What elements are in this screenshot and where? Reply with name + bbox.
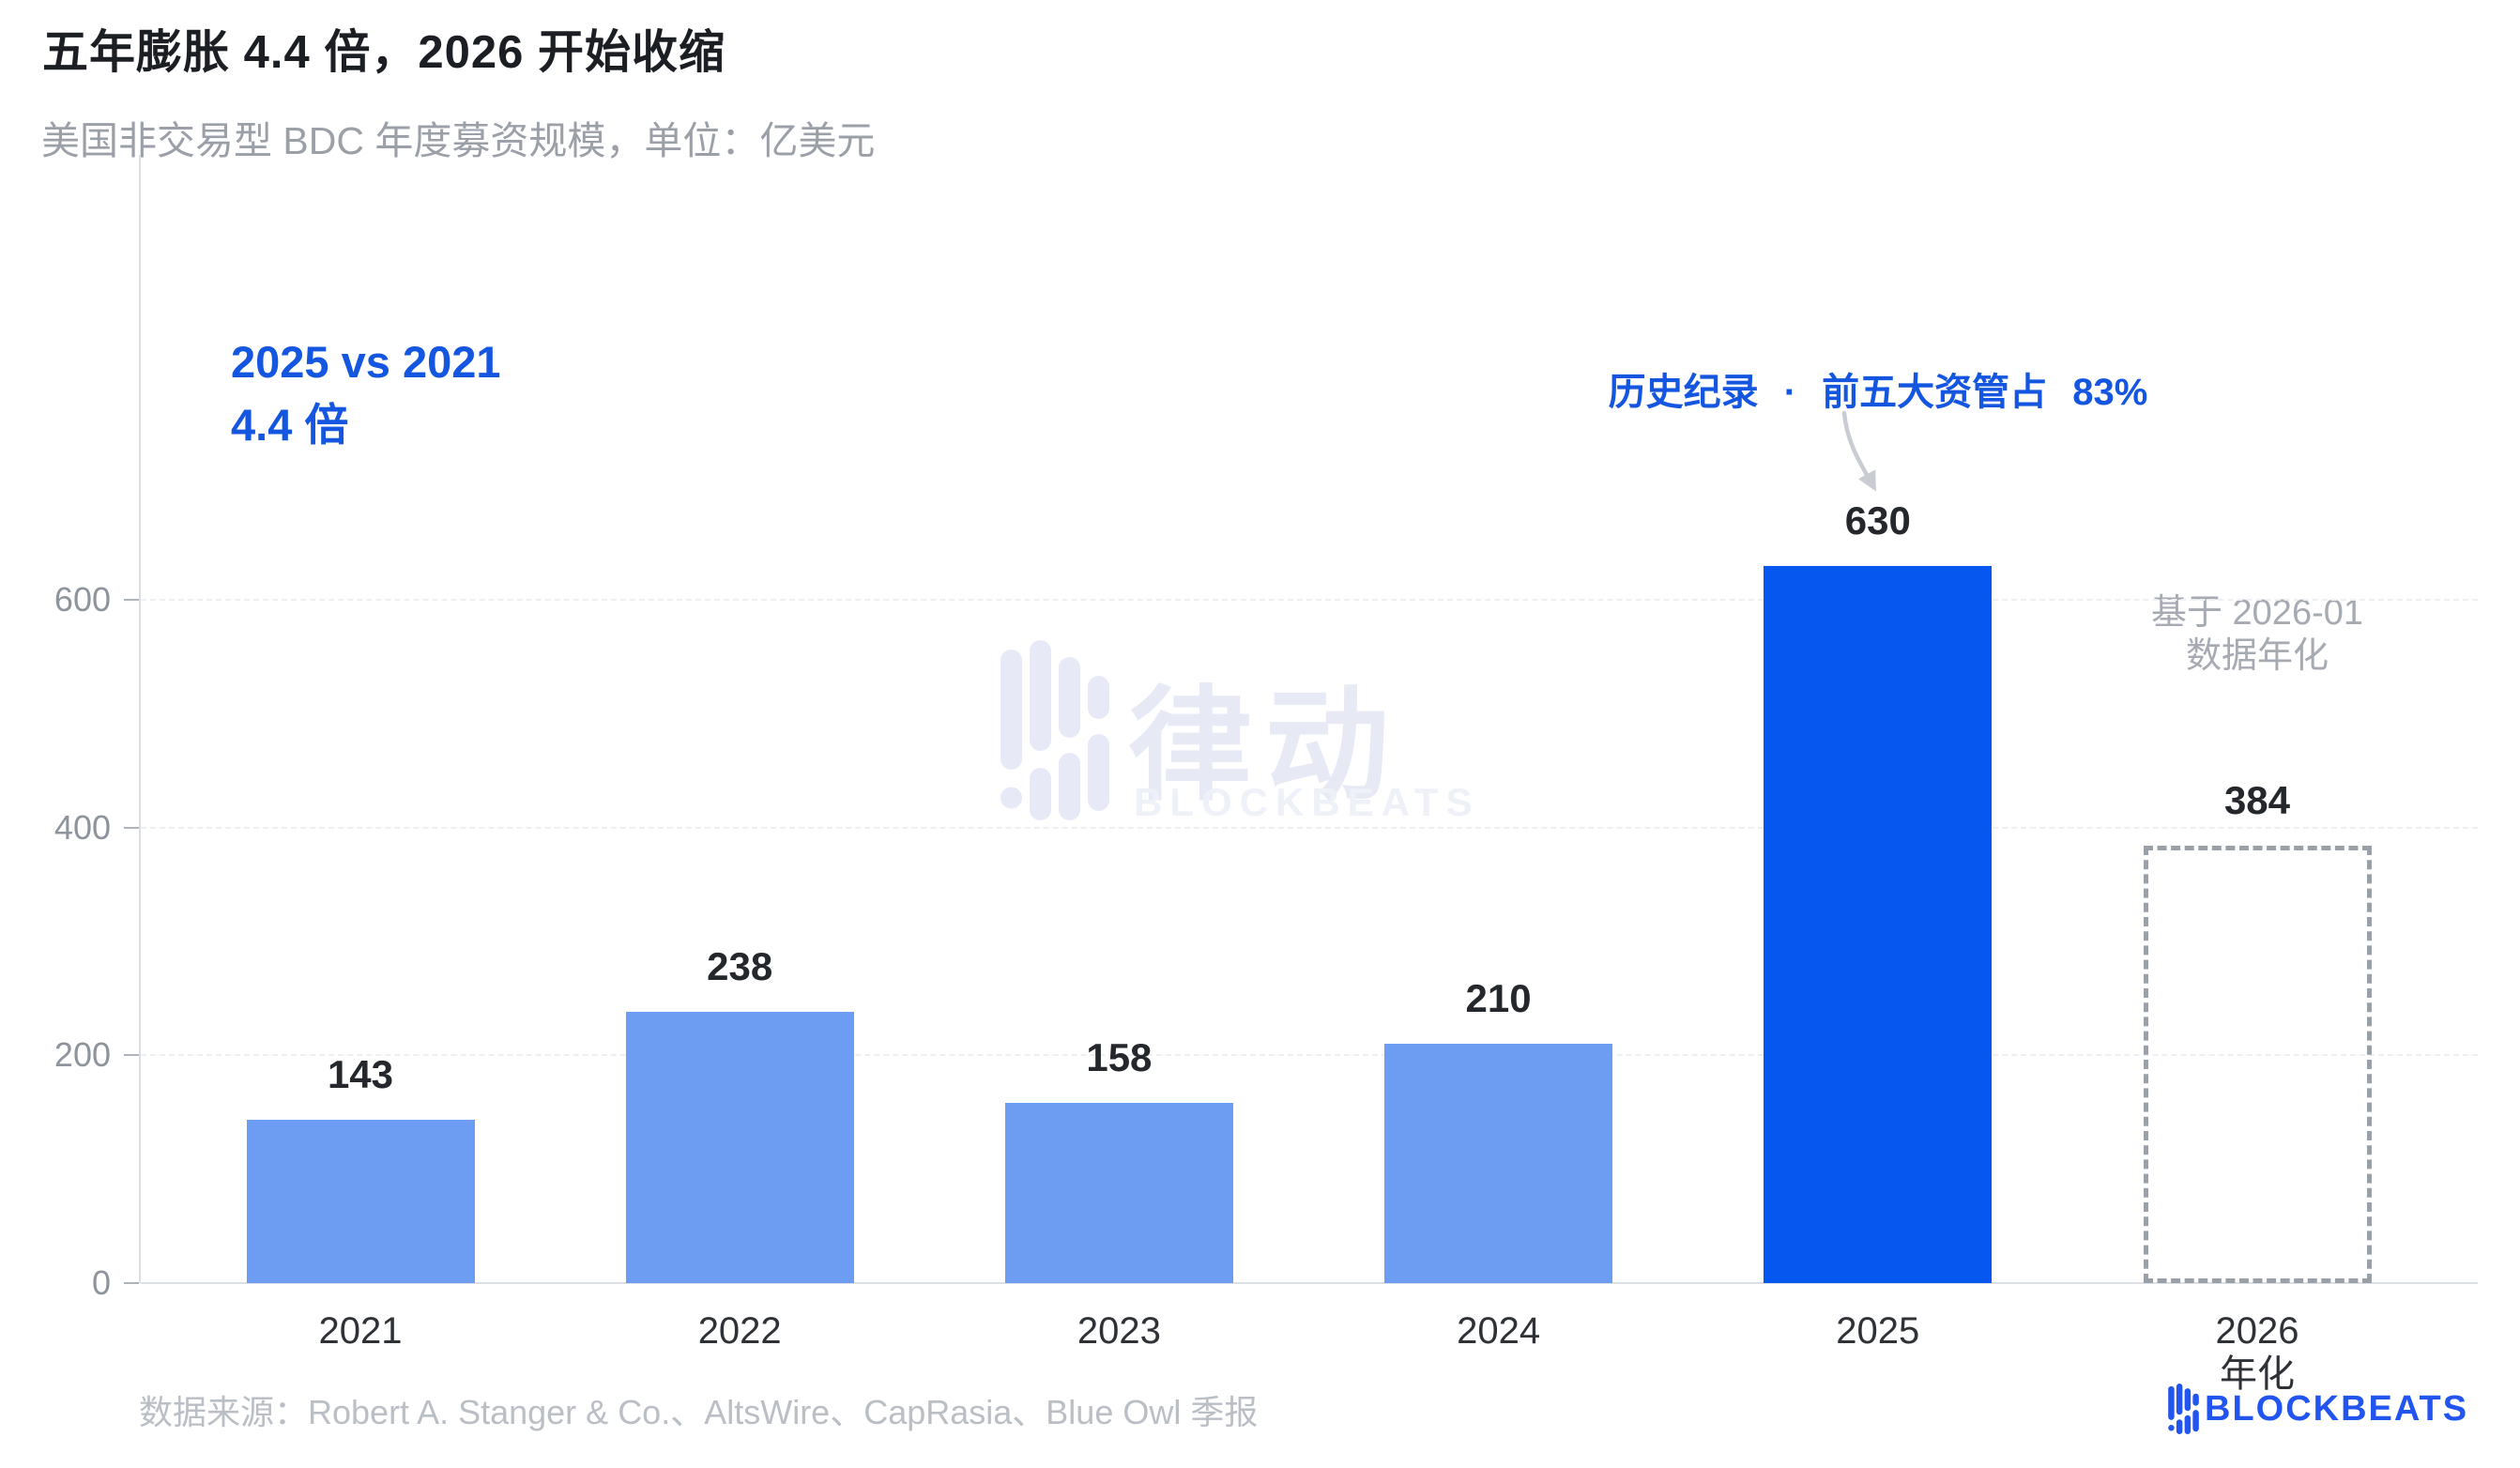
y-axis-tick-200 bbox=[124, 1054, 139, 1057]
comparison-annotation-line1: 2025 vs 2021 bbox=[231, 337, 501, 387]
y-axis-tick-600 bbox=[124, 599, 139, 601]
bar-value-label-2026: 384 bbox=[2223, 778, 2291, 823]
x-axis-label-2024: 2024 bbox=[1457, 1310, 1541, 1352]
annotation-arrow-icon bbox=[1841, 410, 1876, 492]
x-axis-label-2023: 2023 bbox=[1077, 1310, 1161, 1352]
bar-2024 bbox=[1384, 1044, 1613, 1283]
bar-2023 bbox=[1004, 1103, 1233, 1283]
page-title: 五年膨胀 4.4 倍，2026 开始收缩 bbox=[42, 27, 725, 78]
record-annotation: 历史纪录 · 前五大资管占 83% bbox=[1608, 372, 2148, 413]
gridline-400 bbox=[141, 826, 2478, 829]
bar-value-label-2023: 158 bbox=[1086, 1035, 1153, 1080]
y-axis-tick-400 bbox=[124, 826, 139, 829]
y-axis-label-200: 200 bbox=[53, 1035, 111, 1075]
y-axis-line bbox=[139, 155, 141, 1283]
x-axis-sublabel-2026: 年化 bbox=[2220, 1353, 2295, 1395]
bar-2021 bbox=[246, 1120, 475, 1283]
blockbeats-logo-icon bbox=[2168, 1384, 2199, 1434]
y-axis-label-0: 0 bbox=[91, 1263, 111, 1302]
blockbeats-logo: BLOCKBEATS bbox=[2168, 1384, 2468, 1434]
watermark-en-text: BLOCKBEATS bbox=[1134, 780, 1480, 824]
comparison-annotation-line2: 4.4 倍 bbox=[231, 400, 349, 450]
bar-value-label-2021: 143 bbox=[327, 1052, 394, 1097]
blockbeats-watermark-icon bbox=[1000, 640, 1109, 820]
y-axis-tick-0 bbox=[124, 1282, 139, 1284]
bar-value-label-2025: 630 bbox=[1844, 497, 1911, 543]
gridline-200 bbox=[141, 1054, 2478, 1057]
x-axis-label-2026: 2026 bbox=[2215, 1310, 2299, 1352]
y-axis-label-400: 400 bbox=[53, 807, 111, 847]
data-source-note: 数据来源：Robert A. Stanger & Co.、AltsWire、Ca… bbox=[139, 1393, 1259, 1431]
bar-2022 bbox=[625, 1012, 854, 1283]
bar-2025 bbox=[1764, 565, 1993, 1283]
annualized-annotation-line1: 基于 2026-01 bbox=[2150, 593, 2363, 633]
comparison-annotation: 2025 vs 2021 4.4 倍 bbox=[231, 330, 501, 456]
x-axis-label-2022: 2022 bbox=[697, 1310, 782, 1352]
x-axis-label-2025: 2025 bbox=[1836, 1310, 1920, 1352]
watermark-cn-text: 律动 bbox=[1128, 677, 1402, 815]
x-axis-baseline bbox=[141, 1282, 2478, 1284]
bar-value-label-2022: 238 bbox=[707, 944, 773, 989]
page-subtitle: 美国非交易型 BDC 年度募资规模，单位：亿美元 bbox=[41, 119, 876, 162]
x-axis-label-2021: 2021 bbox=[318, 1310, 403, 1352]
annualized-annotation: 基于 2026-01 数据年化 bbox=[2069, 591, 2445, 678]
y-axis-label-600: 600 bbox=[53, 580, 111, 619]
annualized-annotation-line2: 数据年化 bbox=[2185, 636, 2329, 676]
gridline-600 bbox=[141, 599, 2478, 601]
blockbeats-logo-text: BLOCKBEATS bbox=[2205, 1388, 2469, 1429]
bar-value-label-2024: 210 bbox=[1465, 976, 1532, 1021]
bar-2026 bbox=[2143, 846, 2372, 1283]
